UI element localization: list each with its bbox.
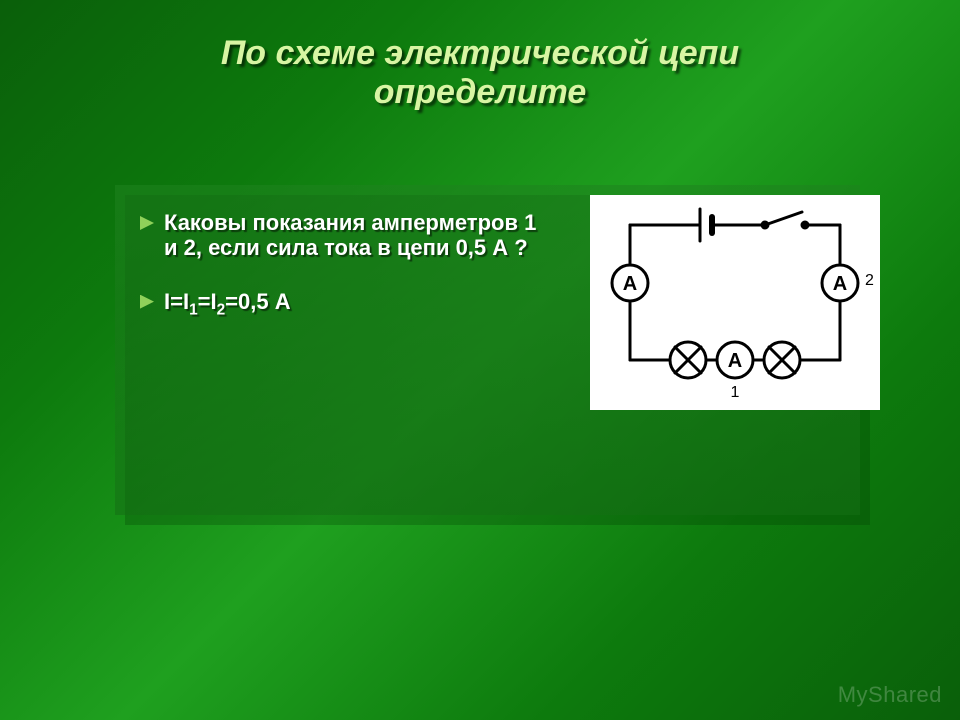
circuit-diagram: A A A 2 1 (590, 195, 880, 410)
title-line-2: определите (374, 73, 587, 111)
bullet-marker-icon (140, 216, 154, 230)
watermark: MyShared (838, 682, 942, 708)
circuit-svg: A A A 2 1 (590, 195, 880, 410)
diagram-label-2: 2 (865, 272, 874, 289)
diagram-label-1: 1 (731, 384, 740, 401)
bullet-item: I=I1=I2=0,5 А (140, 289, 545, 319)
bullet-marker-icon (140, 295, 154, 309)
bullet-text: Каковы показания амперметров 1 и 2, если… (164, 210, 545, 261)
slide: По схеме электрической цепи определите К… (0, 0, 960, 720)
bullet-list: Каковы показания амперметров 1 и 2, если… (140, 210, 545, 347)
slide-title: По схеме электрической цепи определите (0, 34, 960, 112)
bullet-item: Каковы показания амперметров 1 и 2, если… (140, 210, 545, 261)
ammeter-bottom-label: A (728, 350, 742, 372)
ammeter-right-label: A (833, 273, 847, 295)
content-panel: Каковы показания амперметров 1 и 2, если… (115, 185, 860, 515)
ammeter-left-label: A (623, 273, 637, 295)
title-line-1: По схеме электрической цепи (221, 34, 739, 72)
bullet-text: I=I1=I2=0,5 А (164, 289, 545, 319)
